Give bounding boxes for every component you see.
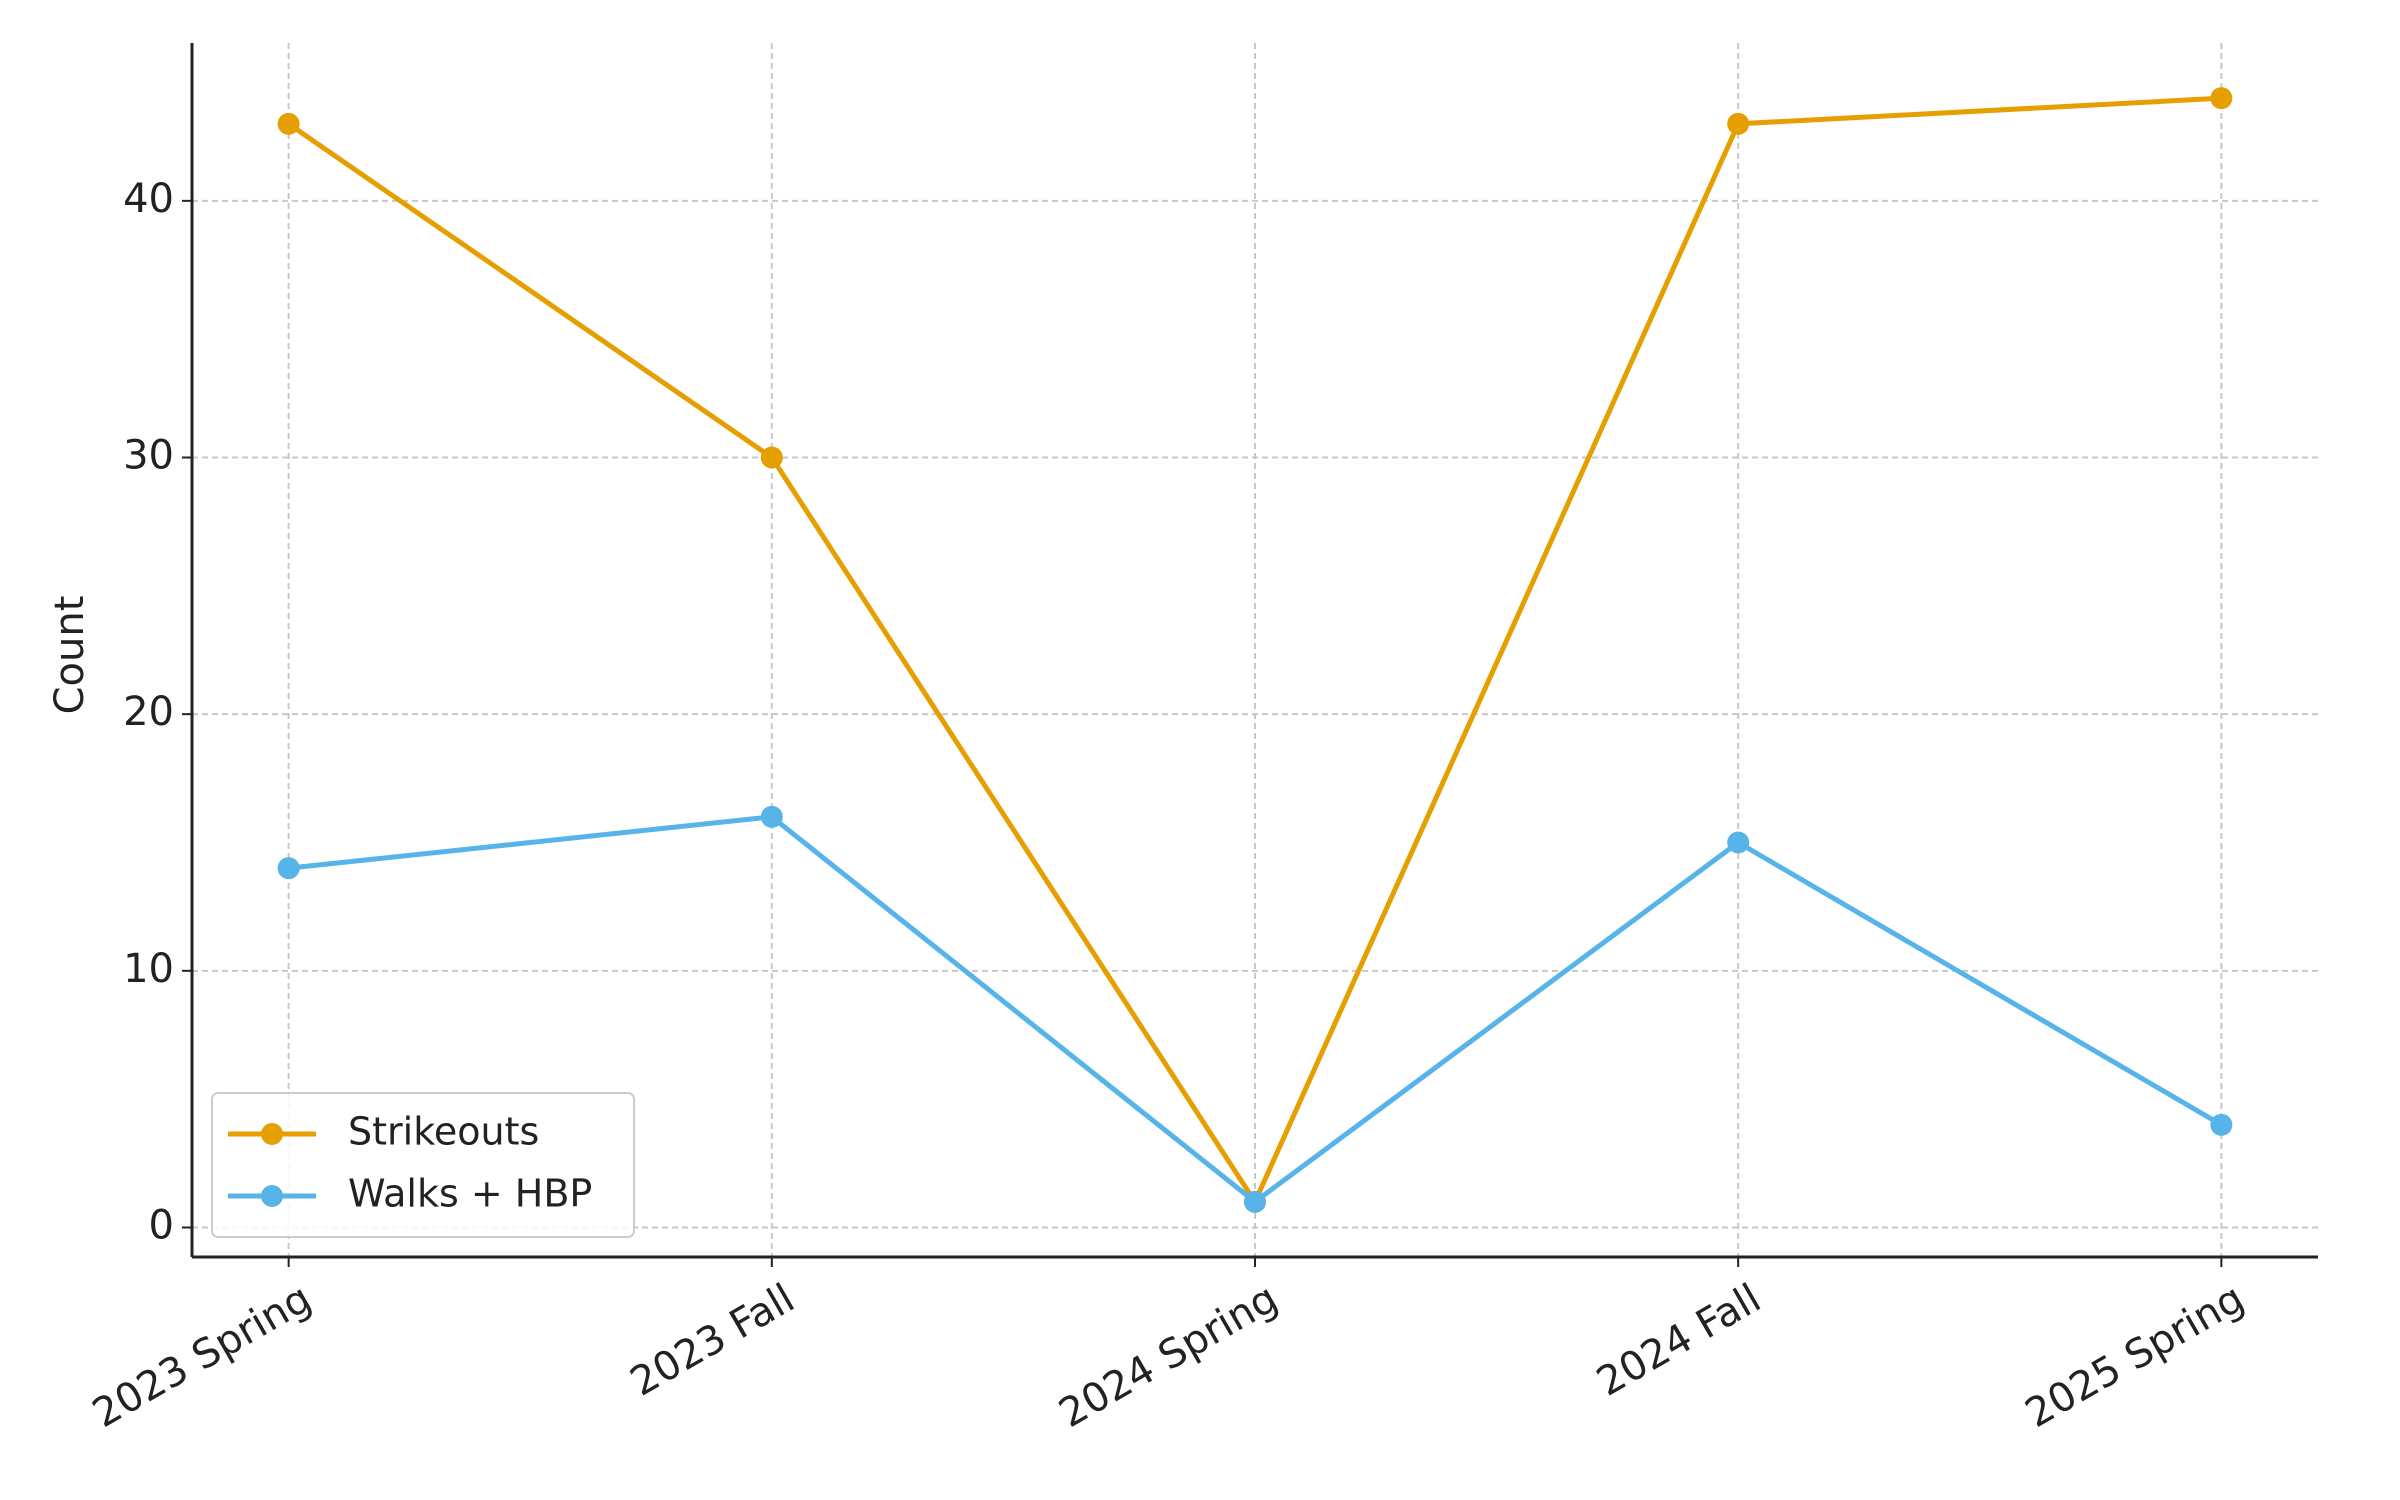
point [2210, 1113, 2233, 1136]
point [277, 112, 300, 135]
point [1727, 831, 1750, 854]
legend-marker [261, 1123, 283, 1145]
x-tick-label: 2024 Fall [1589, 1275, 1768, 1405]
point [277, 857, 300, 880]
point [1727, 112, 1750, 135]
x-tick-label: 2023 Spring [85, 1275, 319, 1437]
point [760, 805, 783, 828]
legend-label: Walks + HBP [348, 1172, 592, 1216]
y-tick-label: 20 [123, 689, 174, 735]
legend-marker [261, 1185, 283, 1207]
y-tick-label: 30 [123, 433, 174, 479]
y-tick-label: 40 [123, 176, 174, 222]
y-tick-label: 0 [149, 1202, 174, 1248]
x-tick-label: 2025 Spring [2018, 1275, 2252, 1437]
y-axis-label: Count [47, 596, 93, 715]
legend-box [211, 1092, 635, 1238]
y-tick-label: 10 [123, 946, 174, 992]
x-tick-label: 2023 Fall [623, 1275, 802, 1405]
legend-label: Strikeouts [348, 1110, 539, 1154]
point [1244, 1190, 1266, 1213]
point [760, 446, 783, 469]
x-tick-label: 2024 Spring [1052, 1275, 1286, 1437]
point [2210, 87, 2233, 110]
